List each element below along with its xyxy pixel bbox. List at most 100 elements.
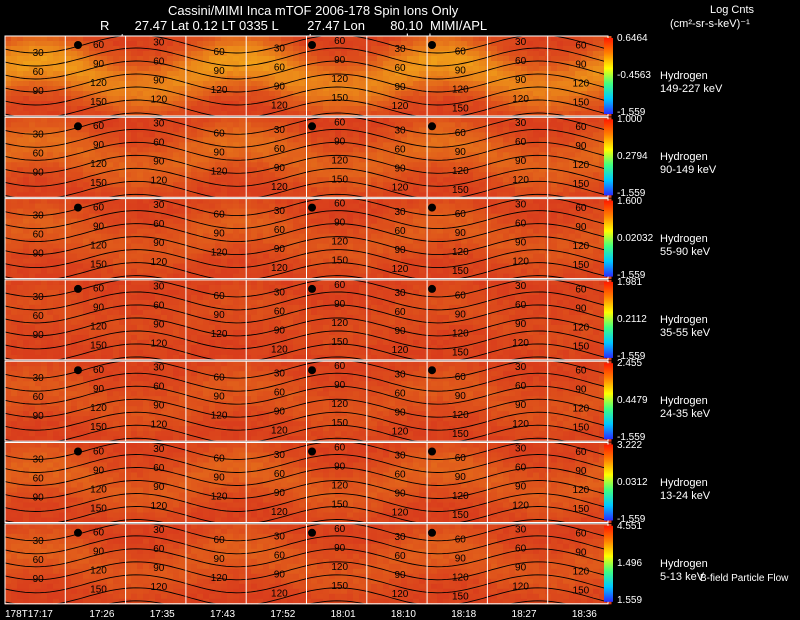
contour-label: 90 [214,473,226,484]
time-tick: 17:43 [210,609,235,620]
colorbar-4 [604,282,613,358]
contour-label: 60 [515,219,527,230]
contour-label: 90 [515,238,527,249]
contour-label: 60 [33,555,45,566]
time-tick: 18:27 [512,609,537,620]
bfield-marker [428,41,436,49]
contour-label: 150 [573,585,590,596]
bfield-marker [428,529,436,537]
contour-label: 60 [33,67,45,78]
contour-label: 30 [515,525,527,536]
contour-label: 120 [392,345,409,356]
contour-label: 150 [573,98,590,109]
contour-label: 150 [331,418,348,429]
contour-label: 60 [274,63,286,74]
contour-label: 120 [573,160,590,171]
contour-label: 120 [331,155,348,166]
contour-label: 120 [90,159,107,170]
contour-label: 120 [90,403,107,414]
contour-label: 30 [394,451,406,462]
contour-label: 120 [452,329,469,340]
contour-label: 60 [515,300,527,311]
time-tick: 178T17:17 [5,609,53,620]
contour-label: 60 [575,528,587,539]
colorbar-max: 1.600 [617,196,642,207]
contour-label: 30 [394,126,406,137]
bfield-marker [308,366,316,374]
contour-label: 60 [274,388,286,399]
contour-label: 150 [573,179,590,190]
contour-label: 30 [153,363,165,374]
contour-label: 60 [575,366,587,377]
colorbar-mid: -0.4563 [617,70,651,81]
panel-3: 3060906090120150306090120609012030609012… [5,198,613,294]
contour-label: 60 [394,307,406,318]
contour-label: 120 [211,85,228,96]
contour-label: 90 [153,75,165,86]
contour-label: 60 [334,117,346,128]
colorbar-3 [604,201,613,277]
contour-label: 120 [331,562,348,573]
contour-label: 120 [392,589,409,600]
time-tick: 18:01 [331,609,356,620]
contour-label: 150 [90,422,107,433]
contour-label: 90 [93,547,105,558]
contour-label: 90 [455,66,467,77]
contour-label: 60 [334,443,346,454]
panel-5: 3060906090120150306090120609012030609012… [5,360,613,456]
contour-label: 90 [394,245,406,256]
time-tick: 17:35 [150,609,175,620]
contour-label: 60 [515,137,527,148]
contour-label: 90 [575,303,587,314]
contour-label: 30 [153,525,165,536]
colorbar-mid: 0.2112 [617,314,647,325]
contour-label: 120 [331,481,348,492]
contour-label: 30 [33,211,45,222]
contour-label: 120 [392,426,409,437]
contour-label: 120 [90,78,107,89]
colorbar-5 [604,363,613,439]
contour-label: 150 [90,341,107,352]
energy-label: 24-35 keV [660,408,710,421]
contour-label: 120 [271,344,288,355]
contour-label: 60 [33,148,45,159]
panel-6: 3060906090120150306090120609012030609012… [5,442,613,538]
colorbar-mid: 0.0312 [617,477,648,488]
contour-label: 30 [515,362,527,373]
contour-label: 120 [150,420,167,431]
colorbar-mid: 0.02032 [617,233,653,244]
panel-2: 3060906090120150306090120609012030609012… [5,116,613,212]
contour-label: 120 [573,485,590,496]
contour-label: 150 [452,429,469,440]
colorbar-max: 4.551 [617,521,642,532]
colorbar-max: 2.455 [617,358,642,369]
contour-label: 90 [455,553,467,564]
bfield-legend-label: B-field Particle Flow [700,572,788,585]
contour-label: 60 [334,280,346,291]
contour-label: 150 [331,93,348,104]
contour-label: 150 [331,500,348,511]
contour-label: 120 [573,79,590,90]
contour-label: 90 [93,303,105,314]
contour-label: 90 [274,569,286,580]
panel-4: 3060906090120150306090120609012030609012… [5,279,613,375]
contour-label: 30 [153,119,165,130]
energy-label: 5-13 keV [660,571,704,584]
contour-label: 120 [452,247,469,258]
contour-label: 150 [331,581,348,592]
contour-label: 150 [90,503,107,514]
contour-label: 150 [452,266,469,277]
contour-label: 120 [331,318,348,329]
contour-label: 60 [455,128,467,139]
bfield-marker [428,122,436,130]
contour-label: 60 [153,382,165,393]
contour-label: 60 [93,40,105,51]
contour-label: 90 [394,164,406,175]
contour-label: 90 [214,147,226,158]
energy-label: 149-227 keV [660,83,722,96]
contour-label: 90 [515,319,527,330]
contour-label: 90 [93,384,105,395]
contour-label: 90 [93,465,105,476]
contour-label: 120 [90,484,107,495]
contour-label: 30 [515,200,527,211]
